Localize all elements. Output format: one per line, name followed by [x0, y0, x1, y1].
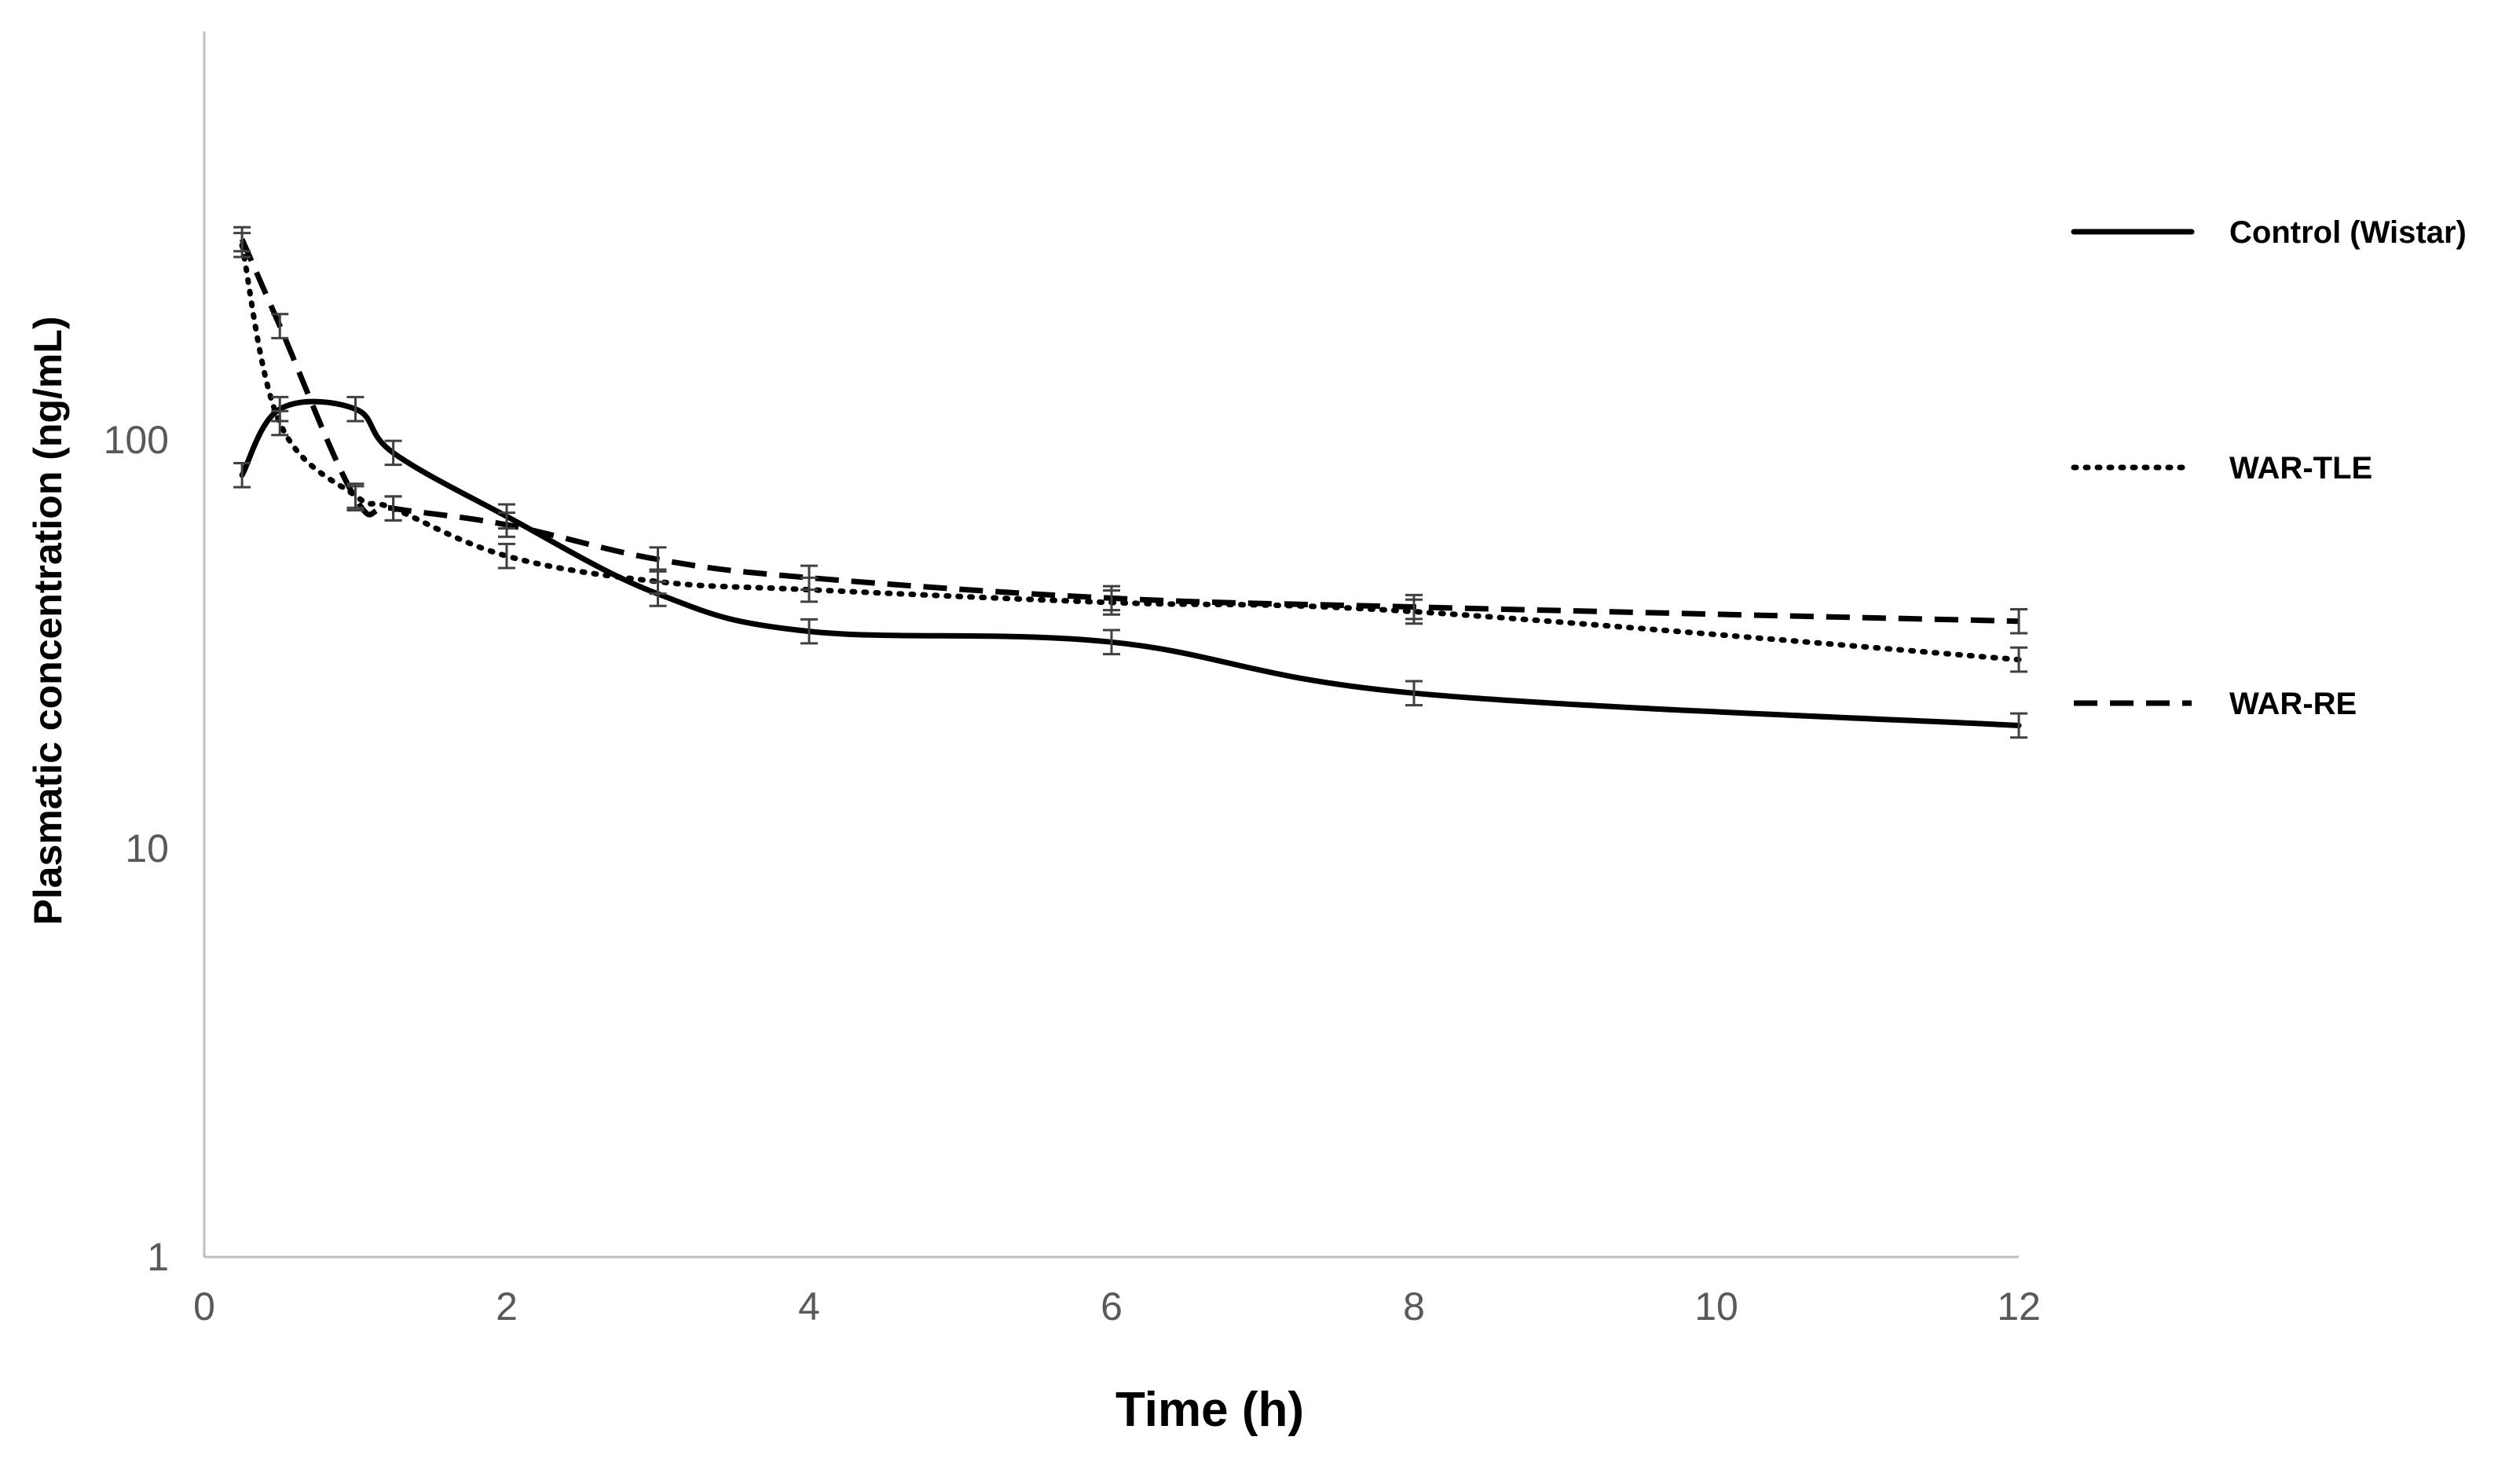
- error-bar: [384, 495, 402, 522]
- series-line-dotted: [239, 242, 2022, 663]
- legend-label: WAR-TLE: [2229, 451, 2372, 486]
- x-tick-label: 0: [193, 1285, 215, 1329]
- error-bar: [1405, 680, 1423, 707]
- legend: Control (Wistar) WAR-TLE WAR-RE: [2071, 215, 2467, 721]
- x-tick-label: 8: [1403, 1285, 1425, 1329]
- y-axis-title: Plasmatic concentration (ng/mL): [26, 316, 70, 925]
- error-bar: [2010, 712, 2027, 739]
- error-bar: [498, 542, 515, 570]
- error-bar: [1405, 593, 1423, 621]
- x-tick-label: 12: [1997, 1285, 2041, 1329]
- legend-label: Control (Wistar): [2229, 215, 2467, 250]
- error-bar: [649, 546, 667, 573]
- error-bar: [271, 409, 289, 437]
- series-lines: [239, 238, 2022, 728]
- y-tick-label: 10: [125, 826, 169, 870]
- x-tick-label: 2: [496, 1285, 518, 1329]
- error-bar: [800, 564, 818, 592]
- x-tick-labels: 0 2 4 6 8 10 12: [193, 1285, 2041, 1329]
- error-bar: [233, 462, 251, 489]
- error-bar: [271, 313, 289, 339]
- error-bar: [2010, 646, 2027, 673]
- x-tick-label: 6: [1101, 1285, 1123, 1329]
- series-line-solid: [239, 398, 2022, 728]
- x-tick-label: 4: [798, 1285, 820, 1329]
- y-tick-label: 1: [147, 1235, 169, 1279]
- y-tick-labels: 1 10 100: [104, 418, 169, 1279]
- axes: [203, 31, 2019, 1259]
- y-tick-label: 100: [104, 418, 169, 462]
- error-bar: [346, 395, 364, 423]
- series-line-dashed: [239, 238, 2020, 625]
- error-bar: [2010, 607, 2027, 635]
- x-axis-title: Time (h): [1115, 1383, 1304, 1437]
- error-bar: [233, 225, 251, 253]
- error-bar: [1103, 629, 1120, 656]
- legend-label: WAR-RE: [2229, 687, 2357, 721]
- error-bar: [346, 485, 364, 511]
- error-bar: [384, 439, 402, 467]
- error-bar: [498, 511, 515, 538]
- error-bar: [1103, 585, 1120, 612]
- x-tick-label: 10: [1694, 1285, 1738, 1329]
- error-bars: [233, 225, 2027, 739]
- error-bar: [800, 618, 818, 645]
